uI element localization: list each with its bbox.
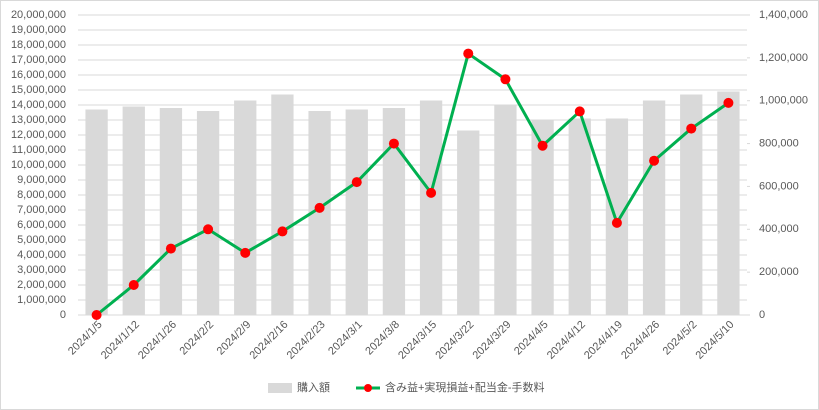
legend-swatch [268, 383, 292, 393]
marker [686, 123, 697, 134]
y-tick-label: 16,000,000 [11, 69, 66, 81]
marker [574, 106, 585, 117]
legend-label: 購入額 [297, 380, 330, 394]
marker [463, 48, 474, 59]
marker [426, 187, 437, 198]
marker [128, 280, 139, 290]
y-tick-label: 14,000,000 [11, 99, 66, 111]
y-tick-label: 3,000,000 [17, 264, 66, 276]
marker [537, 140, 548, 151]
y-tick-label: 11,000,000 [12, 144, 66, 156]
bar [680, 94, 703, 315]
marker [723, 97, 734, 108]
bar [568, 118, 591, 315]
y-tick-label: 2,000,000 [17, 279, 66, 291]
bar [382, 108, 406, 315]
bar [419, 100, 443, 315]
y-tick-label: 7,000,000 [17, 204, 66, 216]
bar [494, 105, 517, 315]
marker [314, 202, 325, 213]
y-tick-label: 6,000,000 [17, 219, 66, 231]
y2-tick-label: 400,000 [759, 223, 799, 235]
y-tick-label: 10,000,000 [11, 159, 66, 171]
marker [203, 224, 214, 235]
marker [165, 243, 176, 254]
y-tick-label: 5,000,000 [17, 234, 66, 246]
bar [642, 100, 666, 315]
marker [500, 74, 511, 85]
bar [531, 120, 554, 315]
y-tick-label: 19,000,000 [11, 24, 66, 36]
legend-marker [364, 384, 372, 392]
y-tick-label: 4,000,000 [17, 249, 66, 261]
y-tick-label: 20,000,000 [11, 9, 66, 21]
y-tick-label: 18,000,000 [11, 39, 66, 51]
y2-tick-label: 1,000,000 [759, 95, 808, 107]
y-tick-label: 0 [60, 309, 66, 321]
y-tick-label: 1,000,000 [17, 294, 66, 306]
bar [271, 94, 294, 315]
marker [649, 155, 660, 166]
y2-tick-label: 1,200,000 [759, 52, 808, 64]
y-tick-label: 8,000,000 [17, 189, 66, 201]
bar [196, 111, 220, 315]
y-tick-label: 13,000,000 [11, 114, 66, 126]
y-tick-label: 9,000,000 [17, 174, 66, 186]
marker [240, 247, 251, 258]
marker [388, 138, 399, 149]
bar [122, 106, 145, 315]
y2-tick-label: 200,000 [759, 266, 799, 278]
marker [351, 177, 362, 188]
marker [611, 217, 622, 228]
y-tick-label: 15,000,000 [11, 84, 66, 96]
marker [277, 226, 288, 237]
y2-tick-label: 0 [759, 309, 765, 321]
bar [457, 130, 480, 315]
bar [605, 118, 629, 315]
bar [234, 100, 257, 315]
bar [85, 109, 108, 315]
y-tick-label: 12,000,000 [11, 129, 66, 141]
legend-label: 含み益+実現損益+配当金-手数料 [385, 380, 545, 394]
bar [345, 109, 368, 315]
y-tick-label: 17,000,000 [11, 54, 66, 66]
bar [308, 111, 331, 315]
bar [159, 108, 183, 315]
y2-tick-label: 1,400,000 [759, 9, 808, 21]
bar [717, 91, 740, 315]
line [95, 52, 730, 317]
y2-tick-label: 800,000 [759, 137, 799, 149]
y2-tick-label: 600,000 [759, 180, 799, 192]
marker [91, 310, 102, 320]
